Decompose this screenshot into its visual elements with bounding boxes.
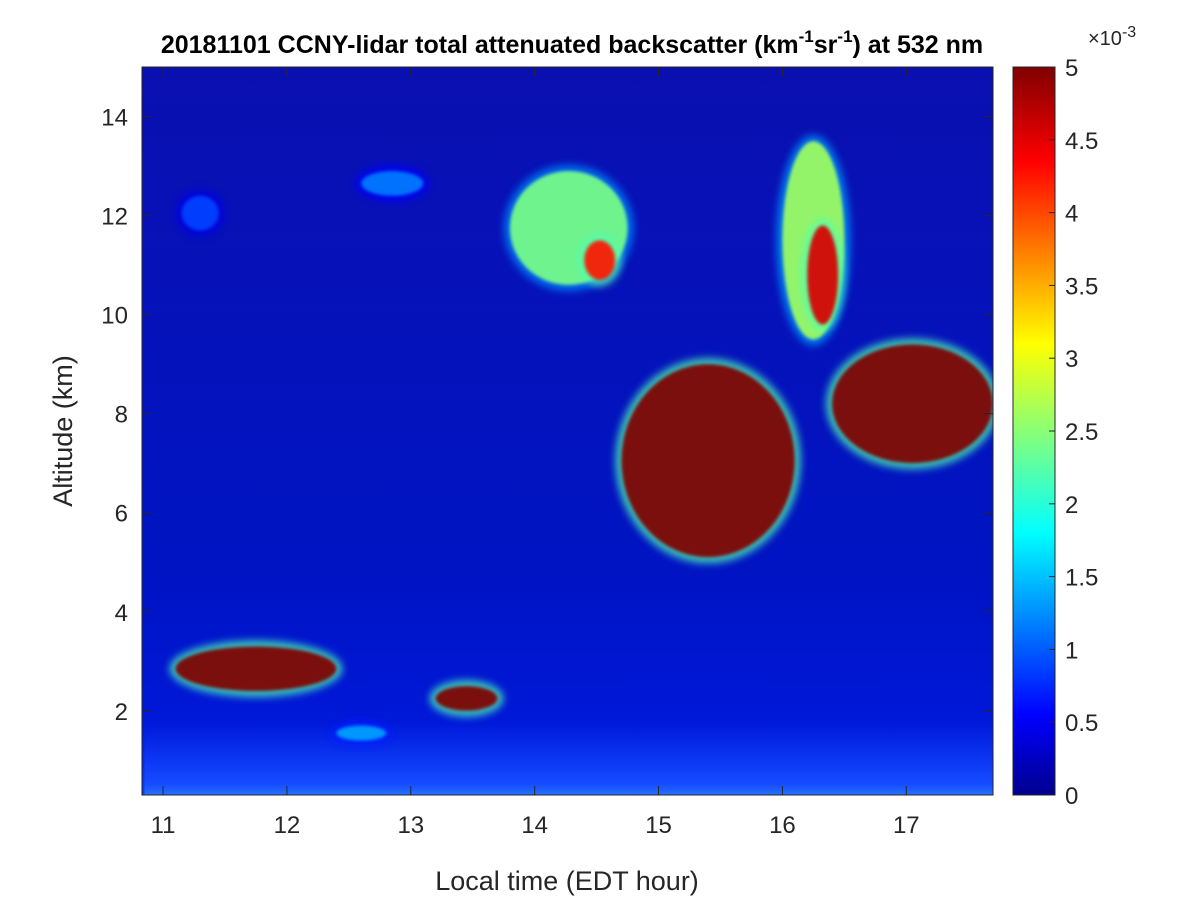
colorbar-tick-label: 3 (1065, 346, 1078, 373)
colorbar-exponent-value: -3 (1122, 24, 1136, 41)
heatmap-feature (578, 234, 622, 286)
heatmap-feature (169, 640, 343, 697)
heatmap-feature (801, 219, 845, 331)
y-tick-label: 8 (115, 402, 128, 429)
colorbar-tick-label: 5 (1065, 55, 1078, 82)
feature-core (584, 240, 616, 280)
colorbar: 0 0.5 1 1.5 2 2.5 3 3.5 4 4.5 5 ×10-3 (1012, 24, 1136, 810)
heatmap-feature (615, 358, 801, 564)
feature-core (621, 364, 795, 558)
heatmap-feature (429, 680, 504, 717)
x-tick-label: 11 (151, 812, 176, 839)
heatmap-feature (825, 338, 993, 470)
chart-title-sup1: -1 (799, 27, 814, 46)
chart-title-date: 20181101 (161, 31, 271, 59)
chart-title: 20181101 CCNY-lidar total attenuated bac… (161, 27, 983, 59)
x-tick-label: 13 (397, 812, 424, 839)
heatmap-feature (144, 720, 993, 795)
y-tick-label: 4 (115, 600, 128, 627)
y-tick-label: 6 (115, 501, 128, 528)
chart-title-prefix: CCNY-lidar total attenuated backscatter … (278, 31, 799, 59)
y-tick-label: 2 (115, 699, 128, 726)
colorbar-tick-label: 1 (1065, 637, 1078, 664)
plot-frame (141, 66, 994, 796)
colorbar-tick-label: 4 (1065, 201, 1078, 228)
feature-core (807, 225, 839, 325)
colorbar-tick-label: 3.5 (1065, 273, 1098, 300)
chart-title-mid: sr (814, 31, 838, 59)
y-axis-label: Altitude (km) (48, 355, 78, 507)
feature-core (175, 646, 337, 691)
colorbar-tick-label: 0.5 (1065, 710, 1098, 737)
feature-core (361, 171, 424, 196)
y-tick-label: 10 (101, 303, 128, 330)
x-tick-label: 17 (893, 812, 920, 839)
x-tick-label: 14 (521, 812, 548, 839)
x-axis: 11 12 13 14 15 16 17 (151, 67, 920, 839)
feature-core (435, 686, 498, 711)
surface-aerosol-layer (144, 720, 993, 795)
y-tick-label: 14 (101, 105, 128, 132)
heatmap-feature (355, 165, 430, 202)
chart-title-suffix: ) at 532 nm (853, 31, 984, 59)
colorbar-exponent: ×10-3 (1088, 24, 1136, 50)
x-tick-label: 16 (769, 812, 796, 839)
x-axis-label: Local time (EDT hour) (435, 866, 699, 896)
heatmap-feature (330, 719, 393, 747)
colorbar-ticks: 0 0.5 1 1.5 2 2.5 3 3.5 4 4.5 5 (1049, 55, 1098, 810)
heatmap-feature (175, 189, 225, 237)
y-axis: 2 4 6 8 10 12 14 (101, 105, 993, 726)
colorbar-tick-label: 4.5 (1065, 128, 1098, 155)
x-tick-label: 15 (645, 812, 672, 839)
colorbar-exponent-base: ×10 (1088, 28, 1122, 50)
colorbar-tick-label: 0 (1065, 783, 1078, 810)
feature-core (831, 344, 993, 464)
feature-core (181, 195, 219, 231)
colorbar-tick-label: 2 (1065, 492, 1078, 519)
heatmap-plot-area (142, 67, 993, 795)
colorbar-gradient (1013, 67, 1055, 795)
feature-core (336, 725, 387, 741)
x-tick-label: 12 (274, 812, 301, 839)
colorbar-tick-label: 2.5 (1065, 419, 1098, 446)
colorbar-tick-label: 1.5 (1065, 565, 1098, 592)
heatmap-feature-layer (144, 135, 993, 795)
chart-title-sup2: -1 (837, 27, 852, 46)
y-tick-label: 12 (101, 204, 128, 231)
